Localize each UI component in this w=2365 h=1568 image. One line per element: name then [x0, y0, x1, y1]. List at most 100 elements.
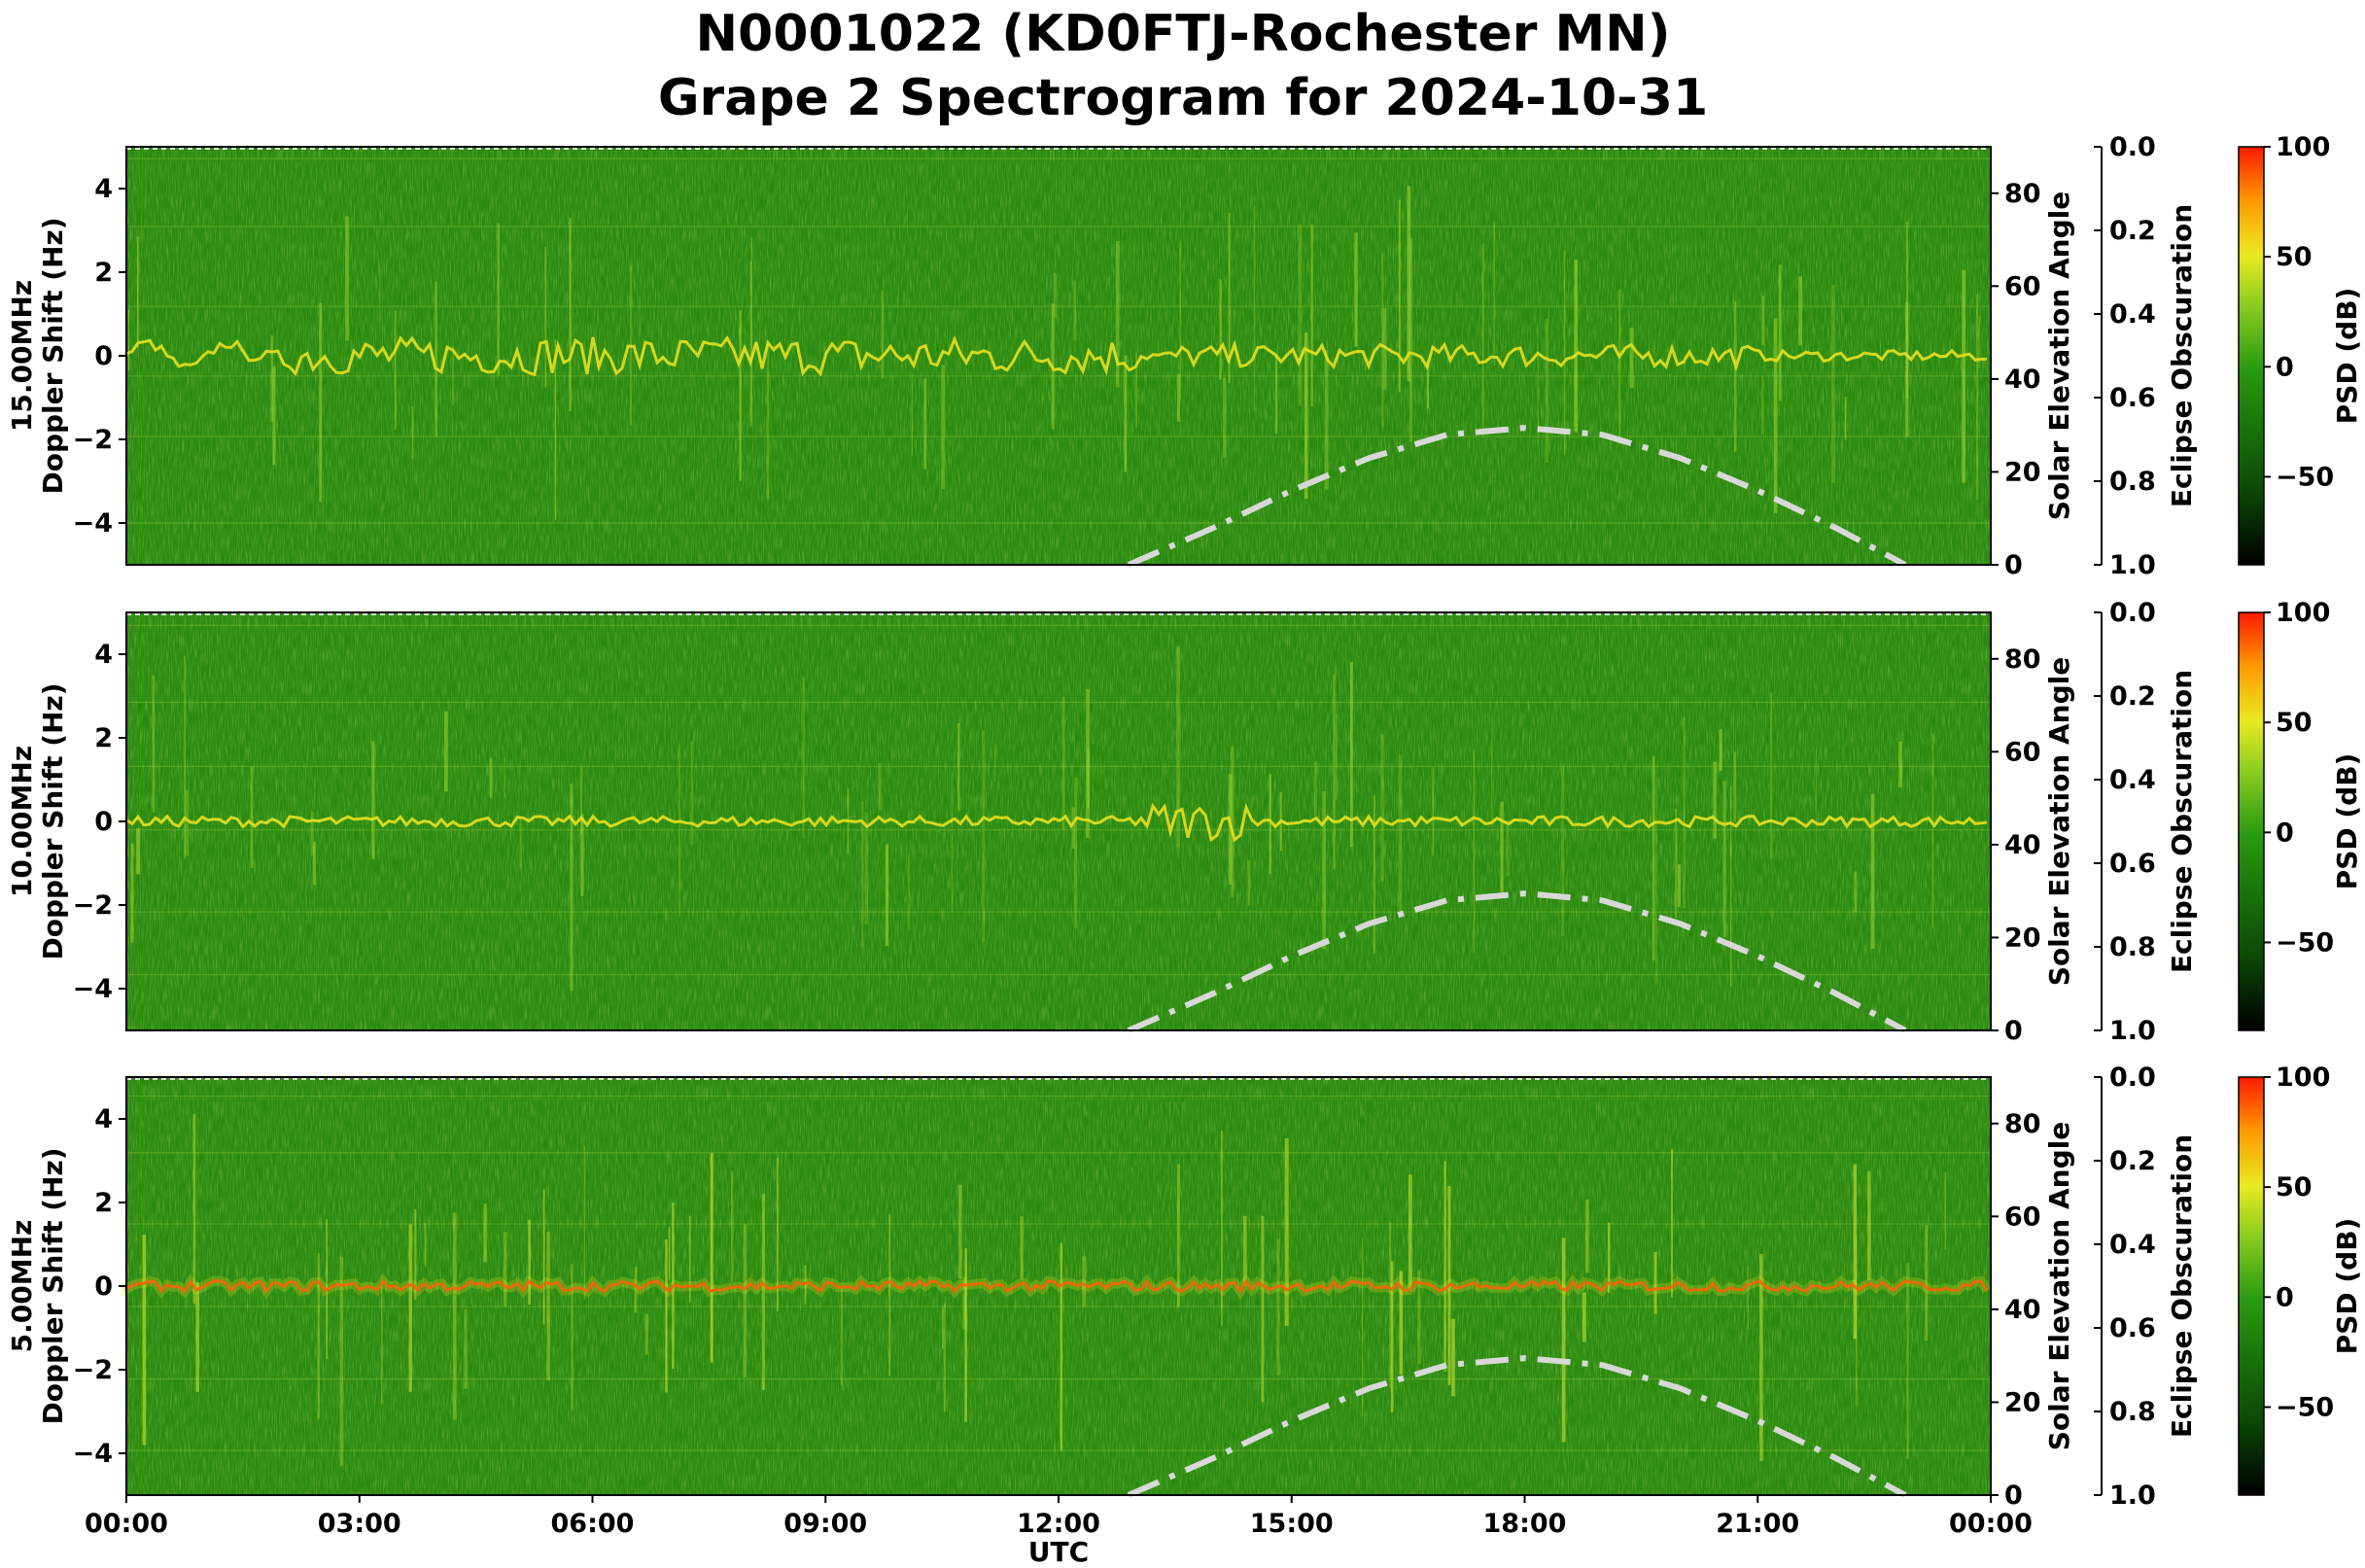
eclipse-tick-label: 1.0 [2109, 550, 2156, 580]
eclipse-tick-label: 0.6 [2109, 383, 2156, 413]
right-tick-label: 40 [2004, 830, 2041, 860]
colorbar-tick-label: 50 [2276, 1172, 2313, 1202]
eclipse-axis-label: Eclipse Obscuration [2166, 670, 2198, 973]
colorbar-tick-label: 0 [2276, 818, 2294, 848]
y-tick-label: 0 [94, 807, 113, 837]
y-tick-label: −4 [73, 974, 113, 1004]
eclipse-tick-label: 0.2 [2109, 681, 2156, 712]
right-tick-label: 80 [2004, 645, 2041, 675]
colorbar-tick-label: 100 [2276, 132, 2330, 162]
solar-elevation-curve [1127, 890, 1907, 1033]
eclipse-tick-label: 0.8 [2109, 467, 2156, 497]
solar-elevation-curve [1127, 1355, 1907, 1498]
y-tick-label: −2 [73, 425, 113, 455]
eclipse-tick-label: 0.2 [2109, 1146, 2156, 1176]
x-tick-label: 18:00 [1483, 1509, 1567, 1539]
doppler-trace [124, 335, 1988, 377]
eclipse-tick-label: 1.0 [2109, 1481, 2156, 1511]
colorbar-tick-label: 50 [2276, 708, 2313, 738]
colorbar-tick-label: 100 [2276, 1063, 2330, 1093]
solar-elevation-axis-label: Solar Elevation Angle [2043, 192, 2075, 520]
right-tick-label: 20 [2004, 457, 2041, 487]
eclipse-tick-label: 0.4 [2109, 299, 2156, 330]
y-tick-label: 4 [94, 1104, 113, 1134]
y-tick-label: 2 [94, 1188, 113, 1218]
solar-elevation-curve [1127, 425, 1907, 568]
psd-colorbar [2238, 146, 2265, 566]
eclipse-tick-label: 0.0 [2109, 132, 2156, 162]
eclipse-tick-label: 0.0 [2109, 598, 2156, 628]
y-tick-label: −2 [73, 1355, 113, 1385]
eclipse-tick-label: 0.4 [2109, 1230, 2156, 1260]
psd-colorbar [2238, 611, 2265, 1031]
figure-title-line2: Grape 2 Spectrogram for 2024-10-31 [658, 69, 1708, 127]
y-tick-label: 2 [94, 723, 113, 753]
x-tick-label: 00:00 [1949, 1509, 2033, 1539]
doppler-trace [124, 802, 1988, 843]
y-tick-label: 0 [94, 1272, 113, 1302]
doppler-trace-glow [122, 1272, 1992, 1301]
eclipse-tick-label: 0.4 [2109, 765, 2156, 795]
right-tick-label: 60 [2004, 1202, 2041, 1232]
colorbar-label: PSD (dB) [2331, 753, 2363, 890]
y-tick-label: 4 [94, 640, 113, 670]
right-tick-label: 20 [2004, 923, 2041, 953]
spectrogram-panel-10.00MHz: 420−2−410.00MHz Doppler Shift (Hz)0204060… [6, 598, 2363, 1046]
panel-frequency-label: 5.00MHz [6, 1220, 38, 1353]
right-tick-label: 0 [2004, 1481, 2023, 1511]
y-tick-label: 2 [94, 258, 113, 288]
colorbar-tick-label: −50 [2276, 927, 2334, 958]
figure-title-line1: N0001022 (KD0FTJ-Rochester MN) [696, 5, 1671, 63]
eclipse-tick-label: 1.0 [2109, 1016, 2156, 1046]
right-tick-label: 40 [2004, 1295, 2041, 1325]
y-axis-label: Doppler Shift (Hz) [37, 1147, 69, 1424]
y-tick-label: −4 [73, 1439, 113, 1469]
colorbar-tick-label: −50 [2276, 1392, 2334, 1422]
eclipse-axis-label: Eclipse Obscuration [2166, 204, 2198, 507]
right-tick-label: 20 [2004, 1387, 2041, 1417]
colorbar-tick-label: −50 [2276, 462, 2334, 492]
spectrogram-panel-5.00MHz: 420−2−45.00MHz Doppler Shift (Hz)02040608… [6, 1063, 2363, 1568]
y-tick-label: 0 [94, 341, 113, 371]
x-tick-label: 03:00 [318, 1509, 401, 1539]
colorbar-tick-label: 0 [2276, 352, 2294, 382]
right-tick-label: 60 [2004, 271, 2041, 301]
panel-frequency-label: 15.00MHz [6, 280, 38, 432]
y-axis-label: Doppler Shift (Hz) [37, 682, 69, 959]
eclipse-tick-label: 0.2 [2109, 216, 2156, 246]
y-tick-label: 4 [94, 174, 113, 204]
y-tick-label: −4 [73, 508, 113, 539]
x-axis-label: UTC [1028, 1536, 1089, 1568]
eclipse-tick-label: 0.8 [2109, 1397, 2156, 1427]
colorbar-tick-label: 50 [2276, 242, 2313, 272]
spectrogram-noise [126, 147, 1991, 565]
x-tick-label: 15:00 [1250, 1509, 1334, 1539]
doppler-trace [124, 1278, 1989, 1294]
right-tick-label: 0 [2004, 1016, 2023, 1046]
eclipse-axis-label: Eclipse Obscuration [2166, 1134, 2198, 1438]
panel-frequency-label: 10.00MHz [6, 746, 38, 897]
spectrogram-panel-15.00MHz: 420−2−415.00MHz Doppler Shift (Hz)0204060… [6, 132, 2363, 580]
right-tick-label: 0 [2004, 550, 2023, 580]
right-tick-label: 40 [2004, 365, 2041, 395]
eclipse-tick-label: 0.6 [2109, 1313, 2156, 1343]
x-tick-label: 21:00 [1716, 1509, 1799, 1539]
eclipse-tick-label: 0.8 [2109, 932, 2156, 962]
colorbar-tick-label: 100 [2276, 598, 2330, 628]
x-tick-label: 12:00 [1017, 1509, 1100, 1539]
y-axis-label: Doppler Shift (Hz) [37, 217, 69, 494]
colorbar-label: PSD (dB) [2331, 1218, 2363, 1355]
eclipse-tick-label: 0.0 [2109, 1063, 2156, 1093]
eclipse-tick-label: 0.6 [2109, 849, 2156, 879]
psd-colorbar [2238, 1076, 2265, 1496]
y-tick-label: −2 [73, 890, 113, 921]
colorbar-tick-label: 0 [2276, 1282, 2294, 1312]
right-tick-label: 80 [2004, 179, 2041, 209]
right-tick-label: 60 [2004, 737, 2041, 767]
solar-elevation-axis-label: Solar Elevation Angle [2043, 657, 2075, 986]
right-tick-label: 80 [2004, 1109, 2041, 1139]
x-tick-label: 09:00 [783, 1509, 867, 1539]
x-tick-label: 00:00 [85, 1509, 168, 1539]
colorbar-label: PSD (dB) [2331, 288, 2363, 425]
